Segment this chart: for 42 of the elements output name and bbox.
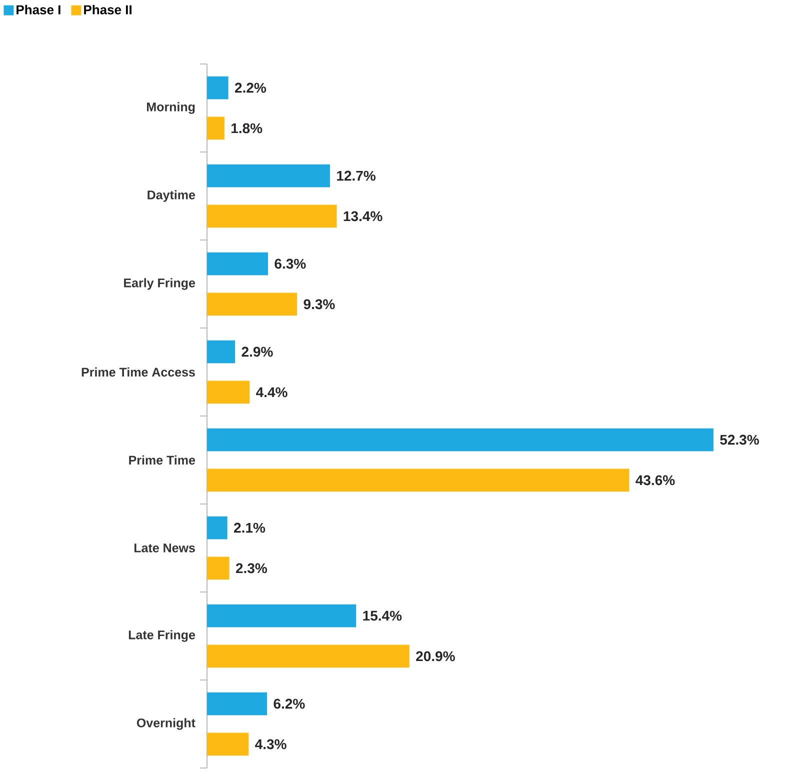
y-tick-label: Early Fringe bbox=[124, 278, 196, 290]
data-label: 43.6% bbox=[636, 475, 675, 486]
bar bbox=[207, 692, 268, 716]
data-label: 6.3% bbox=[274, 258, 306, 269]
data-label: 2.2% bbox=[234, 82, 266, 93]
bar bbox=[207, 76, 228, 100]
bar bbox=[207, 164, 330, 188]
bar bbox=[207, 604, 356, 628]
bar bbox=[207, 252, 268, 276]
bar bbox=[207, 516, 228, 540]
bar bbox=[207, 292, 298, 316]
y-tick-label: Prime Time Access bbox=[82, 367, 195, 377]
data-label: 2.9% bbox=[242, 346, 273, 357]
y-tick-label: Overnight bbox=[136, 718, 196, 730]
data-label: 20.9% bbox=[416, 651, 455, 662]
data-label: 1.8% bbox=[232, 123, 262, 134]
bar bbox=[207, 116, 224, 140]
bar bbox=[207, 732, 249, 756]
data-label: 15.4% bbox=[363, 610, 402, 621]
data-label: 9.3% bbox=[304, 299, 335, 310]
bar bbox=[207, 340, 236, 364]
bar bbox=[207, 556, 230, 580]
data-label: 6.2% bbox=[274, 698, 305, 709]
bar bbox=[207, 644, 410, 668]
y-tick-label: Late Fringe bbox=[128, 630, 196, 642]
bar bbox=[207, 380, 250, 404]
y-tick-label: Morning bbox=[147, 102, 195, 114]
y-tick-label: Daytime bbox=[148, 190, 196, 202]
data-label: 4.3% bbox=[255, 739, 286, 750]
data-label: 13.4% bbox=[344, 211, 382, 222]
legend-label: Phase I bbox=[16, 4, 60, 14]
data-label: 4.4% bbox=[256, 387, 288, 398]
data-label: 52.3% bbox=[720, 434, 759, 445]
data-label: 2.1% bbox=[234, 522, 266, 533]
legend-label: Phase II bbox=[84, 4, 132, 14]
y-tick-label: Prime Time bbox=[129, 455, 196, 465]
data-label: 2.3% bbox=[236, 563, 268, 574]
bar bbox=[207, 204, 337, 228]
y-tick-label: Late News bbox=[134, 544, 195, 552]
bar bbox=[207, 428, 714, 452]
bar bbox=[207, 468, 630, 492]
data-label: 12.7% bbox=[337, 170, 376, 181]
